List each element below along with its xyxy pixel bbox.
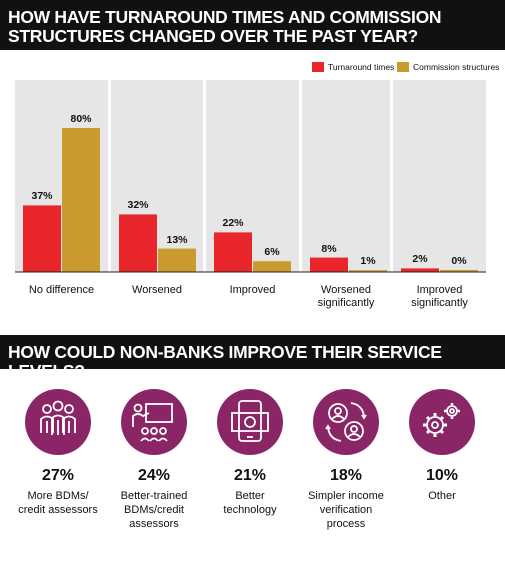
gears-icon <box>409 389 475 455</box>
people-group-icon <box>25 389 91 455</box>
bar-commission <box>253 261 291 272</box>
service-levels-section: 27% More BDMs/ credit assessors 24% Bett… <box>0 369 505 565</box>
legend-label-turnaround: Turnaround times <box>328 62 395 72</box>
bar-commission <box>158 248 196 272</box>
legend-label-commission: Commission structures <box>413 62 500 72</box>
service-label: Other <box>394 489 490 503</box>
category-panel <box>302 80 390 272</box>
category-label: Improved significantly <box>392 284 488 310</box>
service-pct: 10% <box>425 467 459 484</box>
service-label-line: credit assessors <box>18 504 98 516</box>
service-label-line: assessors <box>129 518 179 530</box>
category-label-line: Improved <box>229 284 276 296</box>
service-title: HOW COULD NON-BANKS IMPROVE THEIR SERVIC… <box>0 335 505 381</box>
bar-turnaround <box>119 214 157 272</box>
service-item-other: 10% Other <box>394 389 490 503</box>
bar-commission <box>440 270 478 272</box>
service-pct: 21% <box>233 467 267 484</box>
bar-turnaround <box>23 205 61 272</box>
category-label-line: Worsened <box>321 284 371 296</box>
service-label: Better technology <box>202 489 298 517</box>
category-panel <box>393 80 486 272</box>
category-label-line: significantly <box>411 297 468 309</box>
service-label-line: Simpler income <box>308 490 384 502</box>
category-label-line: Improved <box>416 284 463 296</box>
service-label-line: Better <box>235 490 265 502</box>
service-label-line: More BDMs/ <box>27 490 89 502</box>
legend-swatch-turnaround <box>312 62 324 72</box>
bar-value-label: 13% <box>166 233 188 246</box>
bar-turnaround <box>214 232 252 272</box>
category-label: Improved <box>205 284 301 297</box>
chart-title-line-1: HOW HAVE TURNAROUND TIMES AND COMMISSION <box>8 7 442 27</box>
bar-value-label: 6% <box>264 246 280 259</box>
bar-value-label: 2% <box>412 253 428 266</box>
service-item-better-technology: 21% Better technology <box>202 389 298 517</box>
people-exchange-icon <box>313 389 379 455</box>
bar-value-label: 37% <box>31 190 53 203</box>
bar-value-label: 8% <box>321 242 337 255</box>
bar-value-label: 22% <box>222 217 244 230</box>
service-label-line: verification <box>319 504 373 516</box>
category-label: No difference <box>14 284 110 297</box>
service-label: Simpler income verification process <box>298 489 394 531</box>
bar-commission <box>349 270 387 272</box>
service-item-simpler-income: 18% Simpler income verification process <box>298 389 394 531</box>
category-label: Worsened <box>109 284 205 297</box>
bar-value-label: 0% <box>451 255 467 267</box>
service-pct: 24% <box>137 467 171 484</box>
service-label-line: Better-trained <box>120 490 188 502</box>
service-label-line: BDMs/credit <box>124 504 184 516</box>
chart-title: HOW HAVE TURNAROUND TIMES AND COMMISSION… <box>0 0 505 50</box>
legend-commission: Commission structures <box>397 62 499 72</box>
service-label-line: process <box>326 518 366 530</box>
service-label: Better-trained BDMs/credit assessors <box>106 489 202 531</box>
category-label: Worsened significantly <box>298 284 394 310</box>
service-pct: 27% <box>41 467 75 484</box>
bar-turnaround <box>401 268 439 272</box>
service-label-line: Other <box>428 490 456 502</box>
presentation-training-icon <box>121 389 187 455</box>
bar-value-label: 32% <box>127 199 149 212</box>
chart-title-line-2: STRUCTURES CHANGED OVER THE PAST YEAR? <box>8 26 418 46</box>
bar-chart-area <box>0 50 505 335</box>
service-pct: 18% <box>329 467 363 484</box>
service-item-better-trained: 24% Better-trained BDMs/credit assessors <box>106 389 202 531</box>
category-label-line: No difference <box>28 284 95 296</box>
category-label-line: Worsened <box>132 284 182 296</box>
category-label-line: significantly <box>317 297 375 309</box>
bar-value-label: 80% <box>70 113 92 125</box>
service-label-line: technology <box>223 504 277 516</box>
service-item-more-bdms: 27% More BDMs/ credit assessors <box>10 389 106 517</box>
bar-turnaround <box>310 257 348 272</box>
legend-swatch-commission <box>397 62 409 72</box>
legend-turnaround: Turnaround times <box>312 62 394 72</box>
bar-commission <box>62 128 100 272</box>
smartphone-money-icon <box>217 389 283 455</box>
bar-value-label: 1% <box>360 255 376 268</box>
service-label: More BDMs/ credit assessors <box>10 489 106 517</box>
bar-chart <box>15 80 486 273</box>
